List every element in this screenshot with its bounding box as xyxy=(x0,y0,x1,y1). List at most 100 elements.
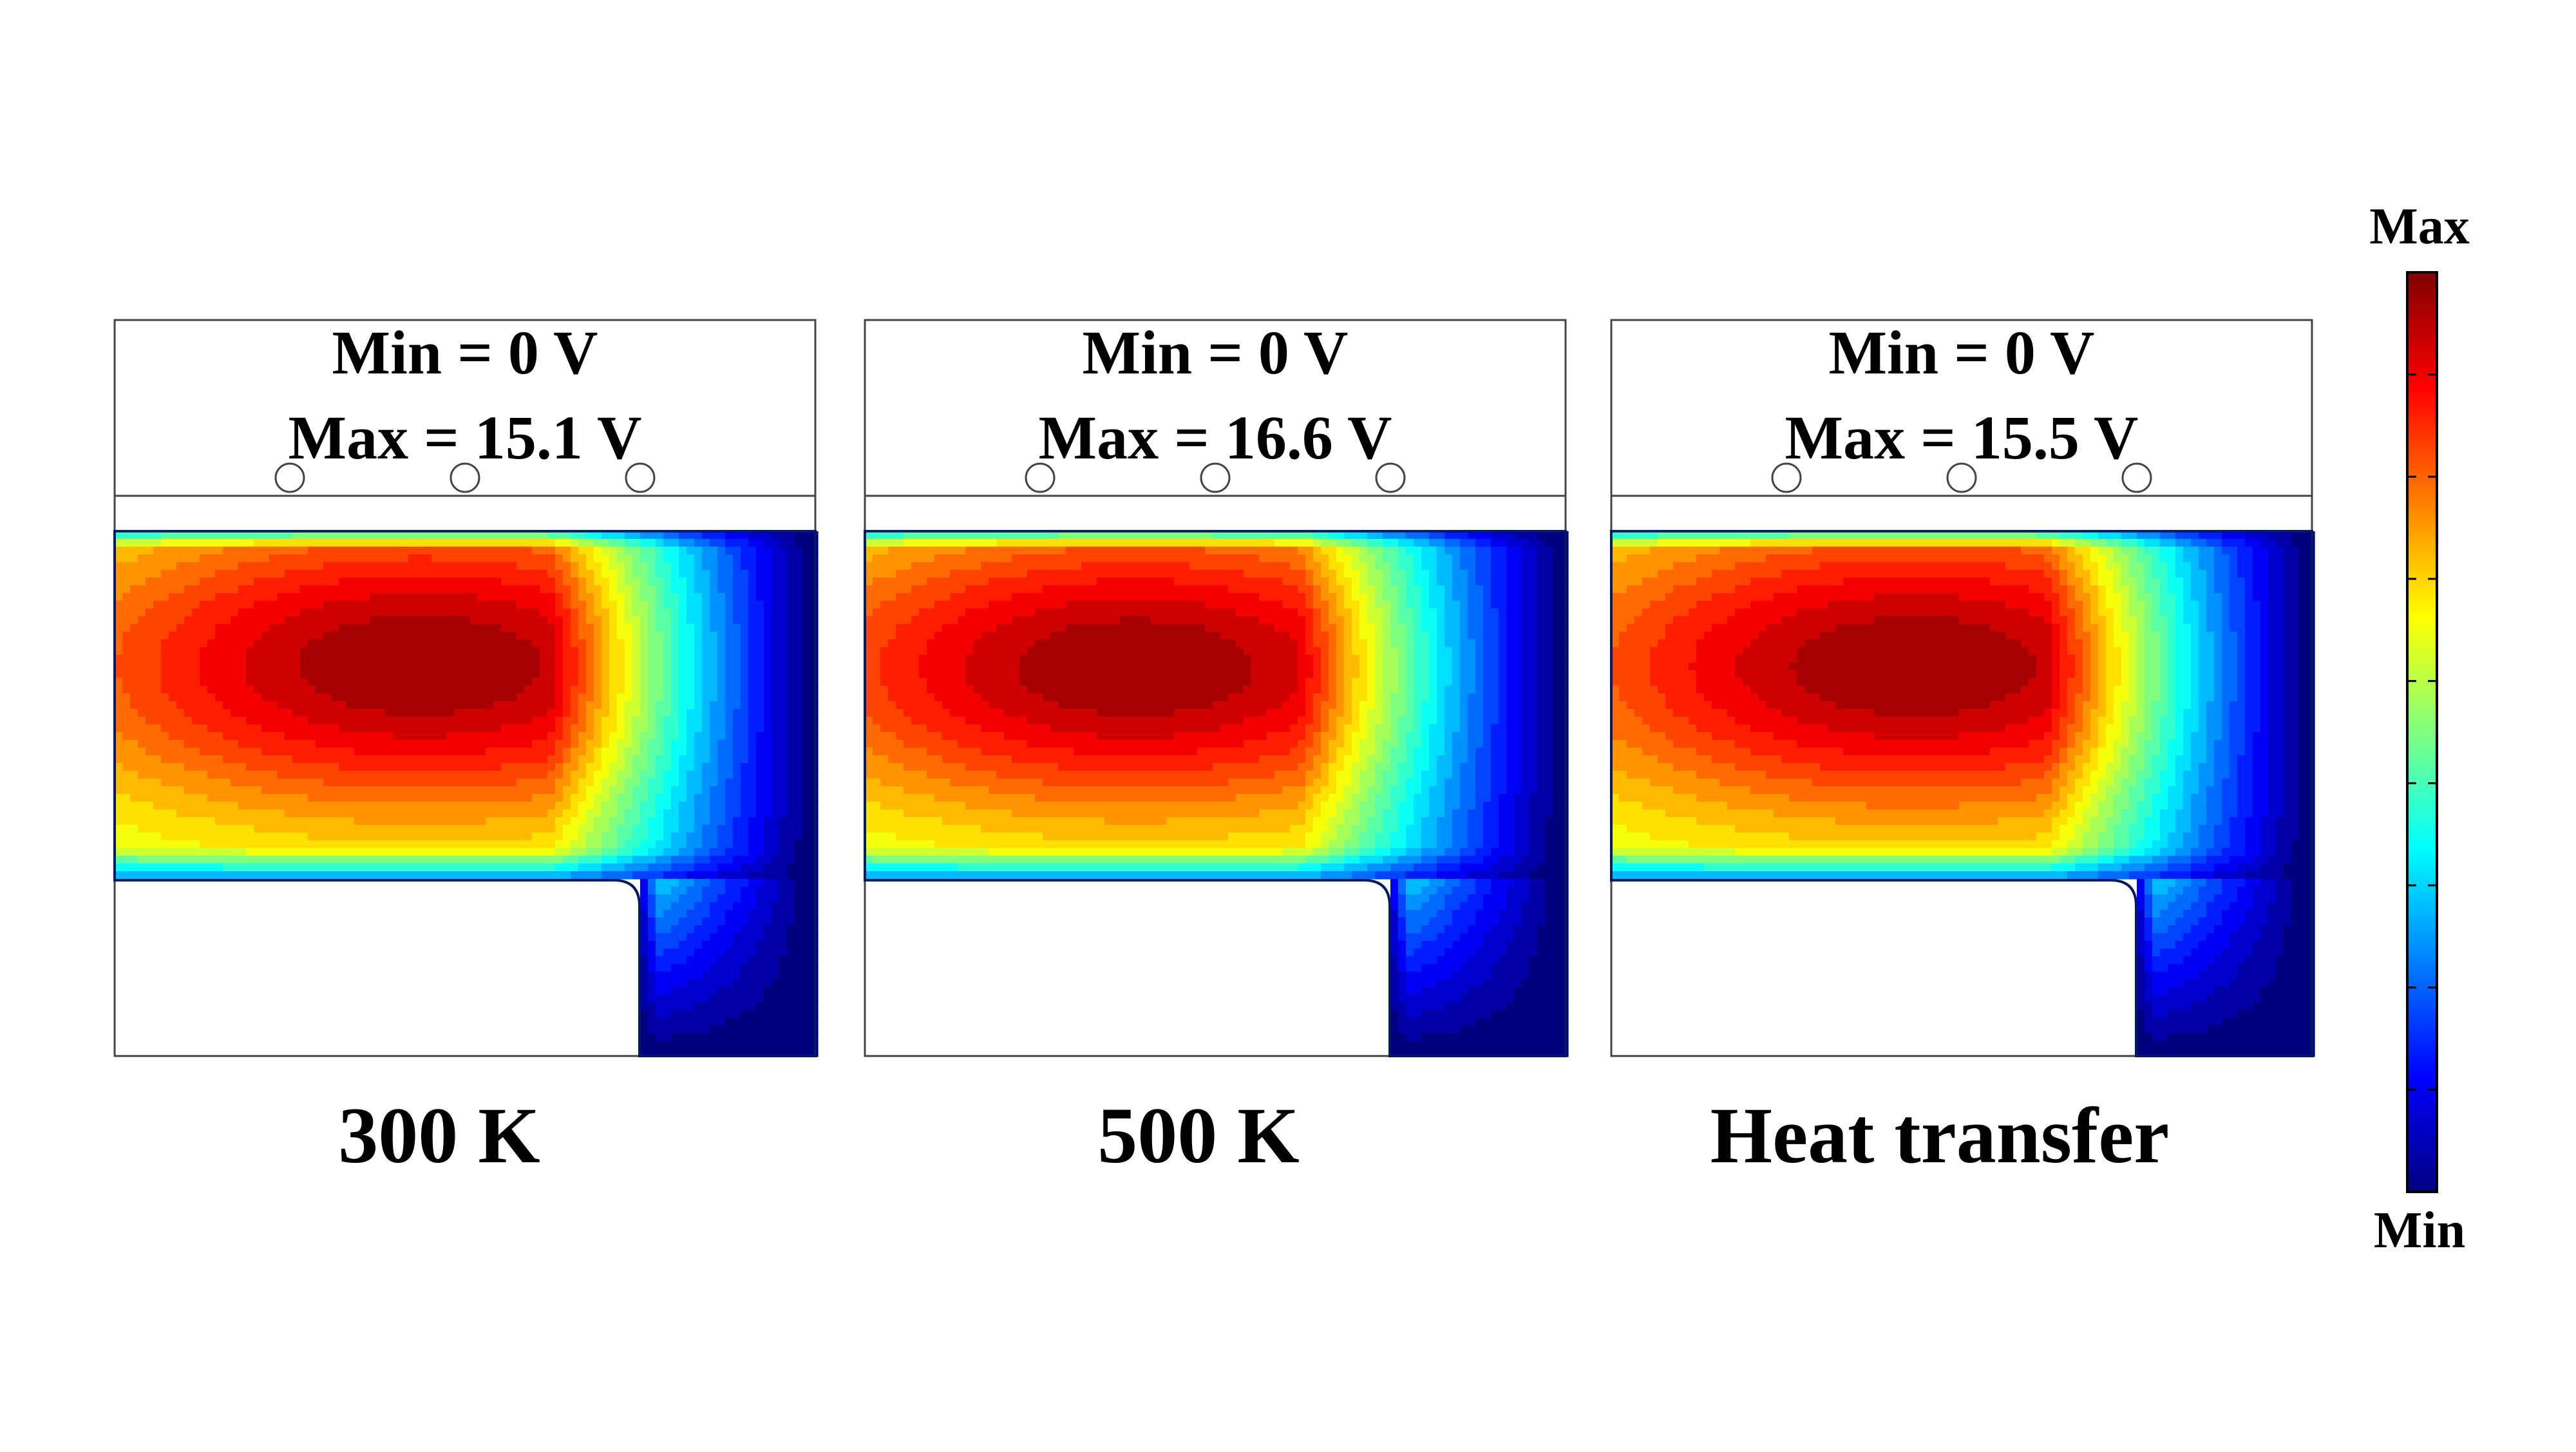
contour-cell xyxy=(710,786,718,795)
contour-cell xyxy=(710,863,718,872)
contour-cell xyxy=(1359,554,1368,563)
contour-cell xyxy=(764,724,772,733)
contour-cell xyxy=(231,809,239,818)
contour-cell xyxy=(486,786,494,795)
contour-cell xyxy=(408,647,417,655)
contour-cell xyxy=(231,639,239,648)
contour-cell xyxy=(130,763,138,771)
contour-cell xyxy=(717,817,726,825)
contour-cell xyxy=(416,863,424,872)
contour-cell xyxy=(1452,547,1461,555)
contour-cell xyxy=(184,670,193,679)
contour-cell xyxy=(285,663,293,671)
contour-cell xyxy=(153,794,162,802)
contour-cell xyxy=(501,863,509,872)
contour-cell xyxy=(1074,539,1082,547)
contour-cell xyxy=(779,825,788,833)
contour-cell xyxy=(455,748,463,756)
contour-cell xyxy=(741,856,749,864)
contour-cell xyxy=(277,825,285,833)
contour-cell xyxy=(370,871,378,880)
contour-cell xyxy=(184,647,193,655)
contour-cell xyxy=(640,979,649,988)
contour-cell xyxy=(756,624,764,632)
contour-cell xyxy=(1135,539,1144,547)
contour-cell xyxy=(532,778,540,787)
contour-cell xyxy=(385,732,393,740)
contour-cell xyxy=(802,578,811,586)
contour-cell xyxy=(408,709,417,717)
contour-cell xyxy=(501,655,509,663)
contour-cell xyxy=(1120,554,1128,563)
contour-cell xyxy=(516,840,525,849)
contour-cell xyxy=(802,941,811,949)
contour-cell xyxy=(192,562,200,570)
contour-cell xyxy=(455,786,463,795)
contour-cell xyxy=(555,601,564,609)
contour-cell xyxy=(717,910,726,918)
contour-cell xyxy=(532,693,540,702)
contour-cell xyxy=(648,794,656,802)
contour-cell xyxy=(540,778,548,787)
contour-cell xyxy=(524,802,533,810)
contour-cell xyxy=(486,693,494,702)
contour-cell xyxy=(656,1033,664,1042)
contour-cell xyxy=(540,570,548,578)
contour-cell xyxy=(779,794,788,802)
contour-cell xyxy=(292,554,301,563)
contour-cell xyxy=(648,632,656,640)
contour-cell xyxy=(486,601,494,609)
contour-cell xyxy=(563,562,571,570)
contour-cell xyxy=(671,833,679,841)
contour-cell xyxy=(223,554,231,563)
contour-cell xyxy=(416,578,424,586)
contour-cell xyxy=(254,701,262,710)
contour-cell xyxy=(308,539,316,547)
contour-cell xyxy=(779,663,788,671)
contour-cell xyxy=(648,964,656,972)
contour-cell xyxy=(431,724,440,733)
contour-cell xyxy=(540,593,548,601)
contour-cell xyxy=(594,809,602,818)
contour-cell xyxy=(246,856,254,864)
contour-cell xyxy=(663,639,672,648)
contour-cell xyxy=(339,825,347,833)
contour-cell xyxy=(772,802,780,810)
contour-cell xyxy=(632,732,641,740)
contour-cell xyxy=(447,863,455,872)
contour-cell xyxy=(161,608,169,617)
contour-cell xyxy=(694,562,703,570)
contour-cell xyxy=(385,771,393,779)
contour-cell xyxy=(215,802,223,810)
contour-cell xyxy=(455,554,463,563)
contour-cell xyxy=(1182,554,1190,563)
contour-cell xyxy=(795,941,803,949)
contour-cell xyxy=(1274,547,1283,555)
contour-cell xyxy=(231,632,239,640)
contour-cell xyxy=(741,632,749,640)
contour-cell xyxy=(285,701,293,710)
contour-cell xyxy=(416,763,424,771)
contour-cell xyxy=(153,701,162,710)
contour-cell xyxy=(772,894,780,903)
contour-cell xyxy=(462,863,471,872)
contour-cell xyxy=(424,547,432,555)
contour-cell xyxy=(192,817,200,825)
contour-cell xyxy=(772,771,780,779)
contour-cell xyxy=(516,678,525,686)
contour-cell xyxy=(679,732,687,740)
contour-cell xyxy=(447,570,455,578)
contour-cell xyxy=(540,647,548,655)
contour-cell xyxy=(169,616,177,625)
contour-cell xyxy=(802,554,811,563)
contour-cell xyxy=(648,918,656,926)
contour-cell xyxy=(663,632,672,640)
contour-cell xyxy=(617,608,625,617)
contour-cell xyxy=(756,871,764,880)
contour-cell xyxy=(725,1010,734,1019)
contour-cell xyxy=(648,956,656,965)
contour-cell xyxy=(346,825,355,833)
contour-cell xyxy=(501,809,509,818)
contour-cell xyxy=(401,639,409,648)
contour-cell xyxy=(424,655,432,663)
